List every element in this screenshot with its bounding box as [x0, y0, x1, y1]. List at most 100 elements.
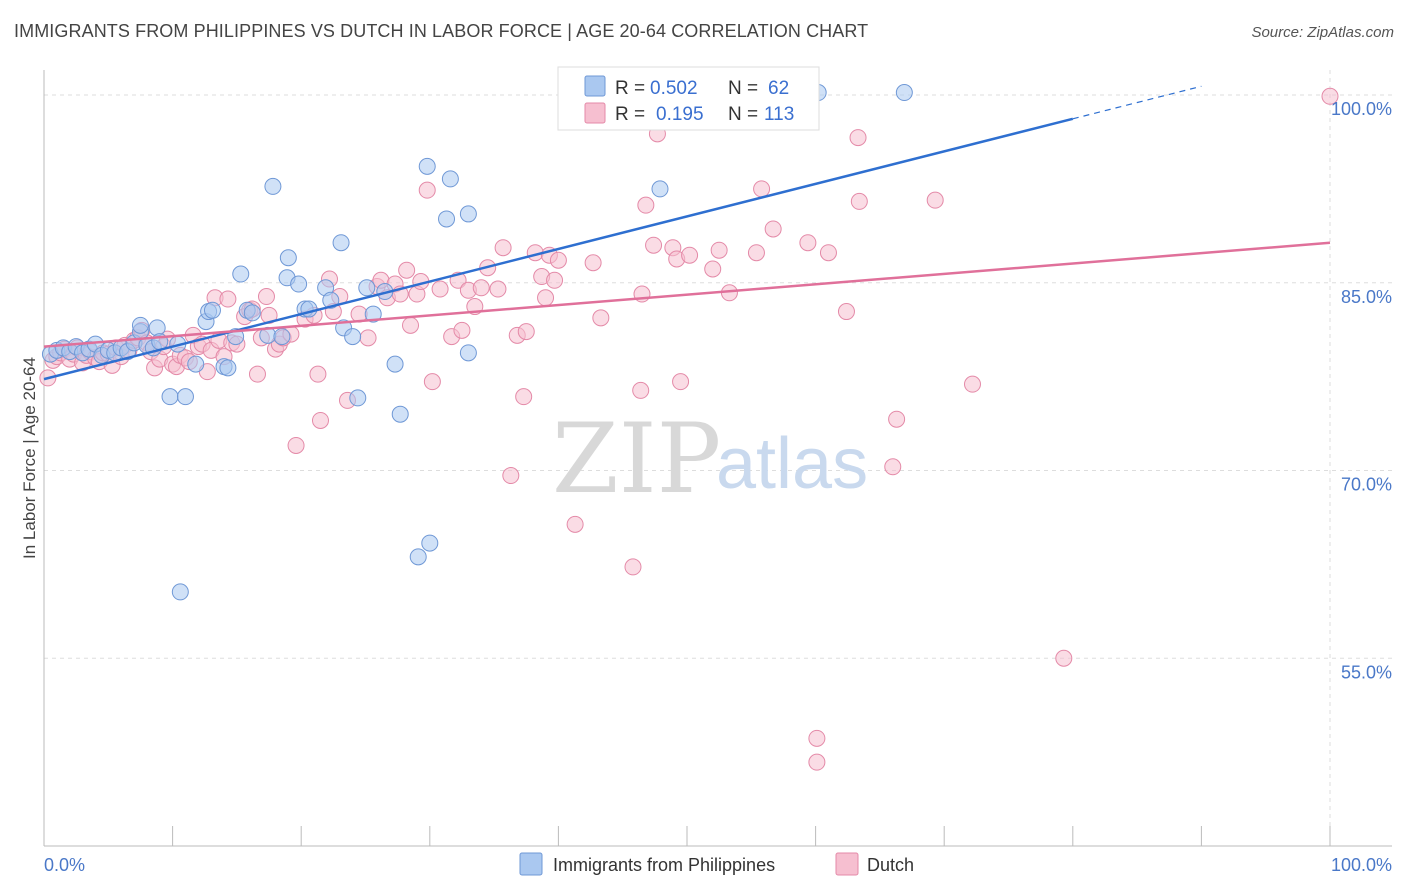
philippines-point — [651, 180, 669, 198]
dutch-point — [710, 241, 728, 259]
dutch-point — [681, 246, 699, 264]
stats-swatch-philippines — [584, 75, 606, 97]
philippines-point — [203, 301, 221, 319]
x-tick-label: 0.0% — [44, 855, 85, 875]
dutch-point — [494, 239, 512, 257]
stats-r-label-philippines: R = — [615, 78, 645, 99]
philippines-point — [349, 389, 367, 407]
philippines-point — [344, 328, 362, 346]
dutch-point — [963, 375, 981, 393]
philippines-point — [459, 205, 477, 223]
dutch-point — [808, 729, 826, 747]
philippines-point — [418, 157, 436, 175]
dutch-point — [489, 280, 507, 298]
dutch-trend-line — [43, 241, 1331, 348]
dutch-point — [704, 260, 722, 278]
dutch-point — [799, 234, 817, 252]
dutch-point — [309, 365, 327, 383]
y-tick-label: 85.0% — [1341, 287, 1392, 307]
philippines-point — [219, 359, 237, 377]
philippines-point — [459, 344, 477, 362]
legend: Immigrants from Philippines Dutch — [519, 852, 914, 876]
philippines-point — [441, 170, 459, 188]
dutch-point — [566, 515, 584, 533]
dutch-point — [537, 289, 555, 307]
axes — [43, 70, 1392, 847]
dutch-point — [624, 558, 642, 576]
philippines-point — [243, 304, 261, 322]
philippines-point — [358, 279, 376, 297]
legend-swatch-philippines[interactable] — [519, 852, 543, 876]
philippines-point — [279, 249, 297, 267]
dutch-point — [402, 316, 420, 334]
dutch-point — [517, 323, 535, 341]
philippines-point — [232, 265, 250, 283]
legend-swatch-dutch[interactable] — [835, 852, 859, 876]
tick-labels: 100.0% 85.0% 70.0% 55.0% 0.0% 100.0% — [44, 99, 1392, 875]
dutch-point — [549, 251, 567, 269]
watermark-atlas: atlas — [716, 424, 868, 504]
dutch-point — [645, 236, 663, 254]
y-tick-label: 70.0% — [1341, 475, 1392, 495]
trend-lines — [43, 85, 1331, 381]
philippines-point — [161, 388, 179, 406]
philippines-point — [421, 534, 439, 552]
dutch-point — [546, 271, 564, 289]
chart-title: IMMIGRANTS FROM PHILIPPINES VS DUTCH IN … — [14, 21, 869, 41]
philippines-point — [332, 234, 350, 252]
philippines-point — [409, 548, 427, 566]
philippines-point — [148, 319, 166, 337]
philippines-trend-line — [43, 117, 1074, 381]
dutch-point — [632, 381, 650, 399]
y-tick-label: 55.0% — [1341, 662, 1392, 682]
stats-r-label-dutch: R = — [615, 104, 645, 125]
y-axis-title: In Labor Force | Age 20-64 — [20, 357, 39, 559]
stats-r-value-dutch: 0.195 — [656, 104, 704, 125]
stats-box: R = 0.502 N = 62 R = 0.195 N = 113 — [557, 66, 820, 131]
stats-n-label-philippines: N = — [728, 78, 758, 99]
legend-label-dutch[interactable]: Dutch — [867, 855, 914, 875]
dutch-point — [764, 220, 782, 238]
dutch-point — [472, 279, 490, 297]
dutch-point — [672, 373, 690, 391]
dutch-point — [926, 191, 944, 209]
watermark: ZIP atlas — [552, 403, 868, 515]
stats-r-value-philippines: 0.502 — [650, 78, 698, 99]
philippines-point — [391, 405, 409, 423]
legend-label-philippines[interactable]: Immigrants from Philippines — [553, 855, 775, 875]
dutch-point — [423, 373, 441, 391]
philippines-points — [41, 84, 913, 601]
dutch-point — [502, 467, 520, 485]
dutch-point — [418, 181, 436, 199]
dutch-point — [888, 410, 906, 428]
philippines-point — [290, 275, 308, 293]
watermark-zip: ZIP — [552, 403, 721, 515]
philippines-point — [264, 177, 282, 195]
dutch-point — [747, 244, 765, 262]
source-label: Source: ZipAtlas.com — [1251, 24, 1394, 41]
dutch-point — [637, 196, 655, 214]
dutch-point — [287, 436, 305, 454]
dutch-point — [808, 753, 826, 771]
dutch-point — [849, 129, 867, 147]
dutch-point — [219, 290, 237, 308]
dutch-point — [1321, 87, 1339, 105]
philippines-point — [176, 388, 194, 406]
dutch-point — [819, 244, 837, 262]
philippines-point — [386, 355, 404, 373]
dutch-point — [850, 192, 868, 210]
philippines-point — [171, 583, 189, 601]
dutch-point — [248, 365, 266, 383]
dutch-point — [1055, 649, 1073, 667]
dutch-point — [431, 280, 449, 298]
stats-swatch-dutch — [584, 102, 606, 124]
dutch-point — [884, 458, 902, 476]
dutch-point — [584, 254, 602, 272]
philippines-point — [273, 328, 291, 346]
stats-n-value-dutch: 113 — [764, 104, 794, 125]
philippines-point — [438, 210, 456, 228]
dutch-point — [257, 288, 275, 306]
x-tick-label: 100.0% — [1331, 855, 1392, 875]
philippines-point — [895, 84, 913, 102]
philippines-point — [364, 305, 382, 323]
